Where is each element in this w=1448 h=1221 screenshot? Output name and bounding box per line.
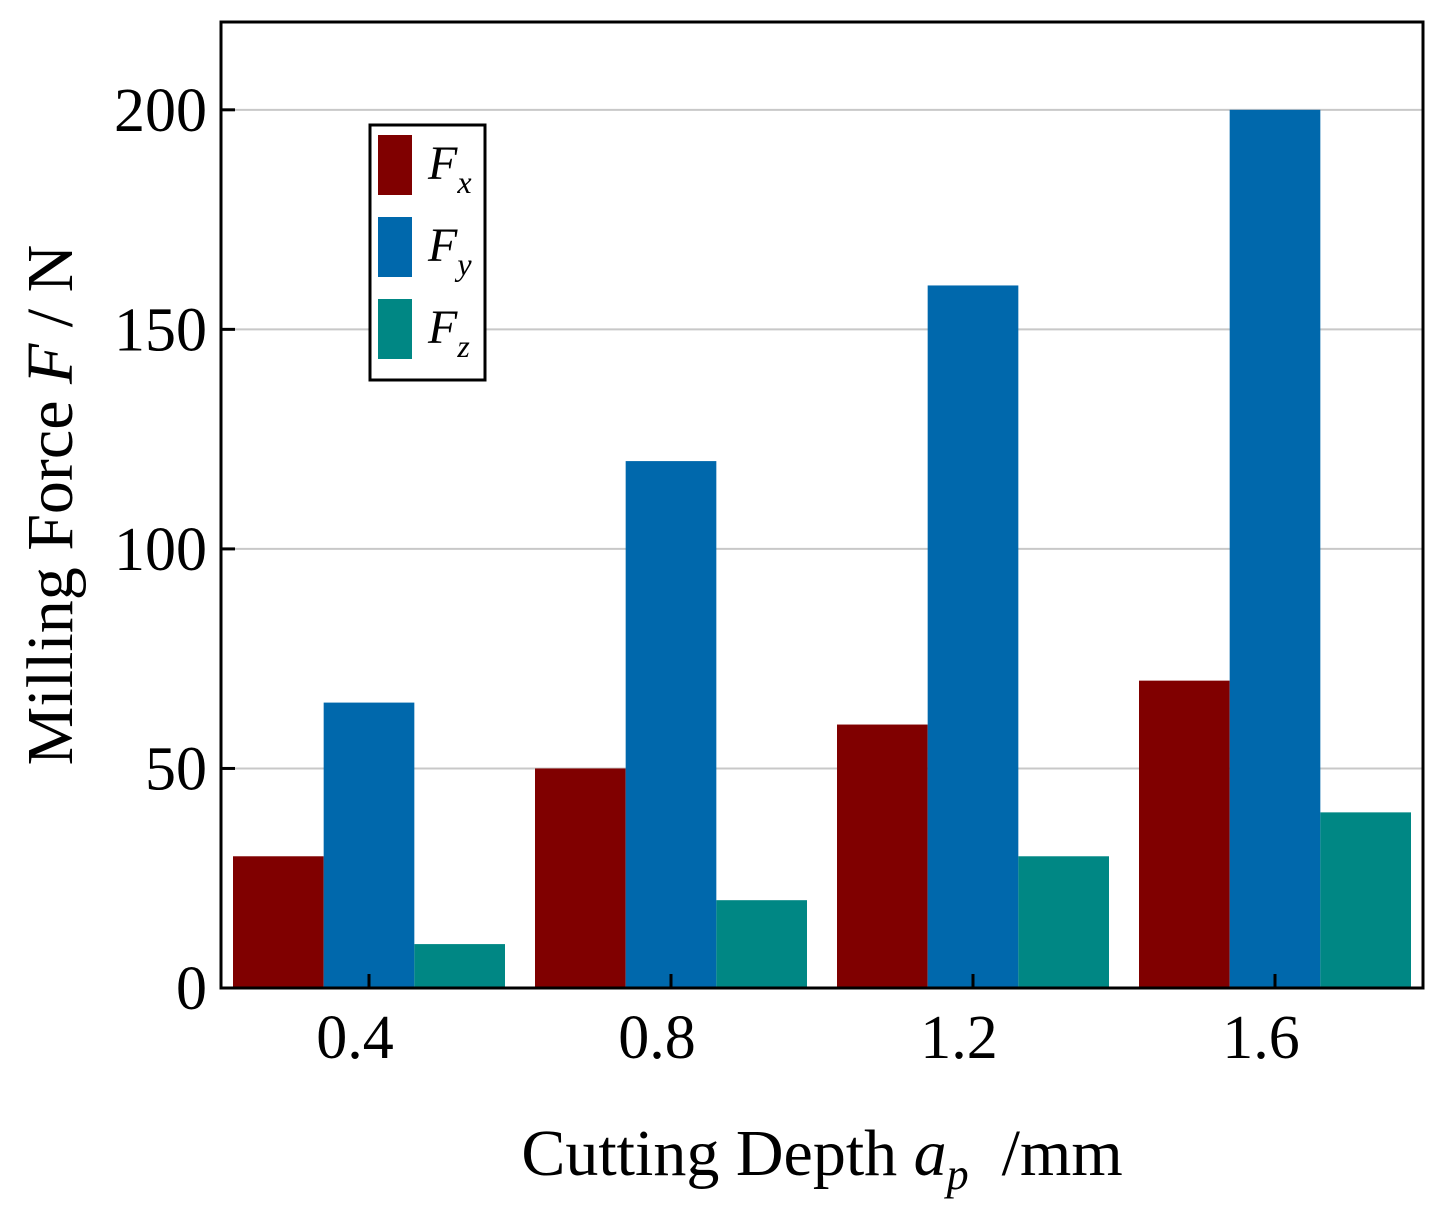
y-tick-label-200: 200 (114, 77, 207, 145)
y-tick-label-100: 100 (114, 516, 207, 584)
bar-Fz-1.6 (1320, 812, 1411, 988)
x-axis-title: Cutting Depth ap /mm (521, 1117, 1122, 1199)
x-tick-label-0.8: 0.8 (618, 1004, 696, 1072)
bar-Fx-0.4 (233, 856, 324, 988)
plot-frame (219, 20, 1425, 990)
bar-Fy-1.6 (1229, 109, 1321, 989)
legend-label-Fy: Fy (427, 219, 472, 282)
y-axis-title: Milling Force F / N (14, 245, 87, 766)
bar-Fx-0.8 (535, 768, 626, 988)
bar-Fz-1.2 (1018, 856, 1109, 988)
y-tick-label-50: 50 (145, 735, 207, 803)
legend-label-Fx: Fx (427, 137, 472, 200)
legend-swatch-Fz (378, 299, 412, 359)
bar-Fx-1.2 (837, 724, 928, 988)
x-tick-labels: 0.4 0.8 1.2 1.6 (316, 1004, 1300, 1072)
legend-swatch-Fx (378, 135, 412, 195)
bar-Fz-0.8 (716, 900, 807, 988)
y-tick-label-150: 150 (114, 296, 207, 364)
bar-Fy-0.8 (625, 461, 717, 988)
bar-Fx-1.6 (1139, 680, 1230, 988)
bars (233, 109, 1411, 989)
x-tick-label-0.4: 0.4 (316, 1004, 394, 1072)
legend-swatch-Fy (378, 217, 412, 277)
legend-label-Fz: Fz (427, 301, 470, 364)
x-tick-label-1.2: 1.2 (920, 1004, 998, 1072)
axis-ticks (221, 108, 1277, 990)
y-tick-label-0: 0 (176, 955, 207, 1023)
legend: Fx Fy Fz (368, 123, 487, 382)
bar-Fz-0.4 (414, 944, 505, 988)
bar-Fy-0.4 (323, 702, 415, 988)
y-tick-labels: 0 50 100 150 200 (114, 77, 207, 1023)
bar-Fy-1.2 (927, 285, 1019, 988)
x-tick-label-1.6: 1.6 (1222, 1004, 1300, 1072)
